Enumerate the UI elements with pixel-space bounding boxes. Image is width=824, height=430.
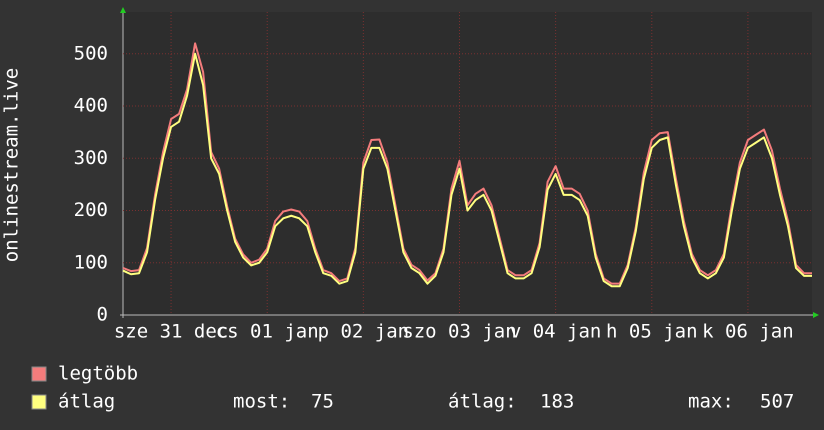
x-tick-label: k 06 jan: [702, 321, 794, 343]
x-tick-label: cs 01 jan: [216, 321, 319, 343]
y-axis-label: onlinestream.live: [1, 68, 23, 262]
stat-label: max:: [688, 391, 734, 413]
x-tick-label: sze 31 dec: [114, 321, 228, 343]
x-tick-label: p 02 jan: [318, 321, 410, 343]
stat-value: 75: [311, 391, 334, 413]
stat-label: most:: [233, 391, 290, 413]
y-tick-label: 200: [74, 199, 108, 221]
x-tick-label: v 04 jan: [510, 321, 602, 343]
stat-value: 507: [760, 391, 794, 413]
y-tick-label: 500: [74, 42, 108, 64]
legend-label: legtöbb: [58, 363, 138, 385]
x-axis-arrow: [813, 312, 819, 318]
x-tick-label: h 05 jan: [606, 321, 698, 343]
legend-swatch: [31, 394, 47, 410]
x-tick-label: szo 03 jan: [402, 321, 516, 343]
y-axis-arrow: [120, 7, 126, 13]
plot-area: [123, 12, 812, 315]
y-tick-label: 0: [97, 304, 108, 326]
series-line: [122, 52, 812, 288]
y-tick-label: 100: [74, 251, 108, 273]
stat-label: átlag:: [448, 391, 517, 413]
legend-swatch: [31, 366, 47, 382]
y-tick-label: 300: [74, 147, 108, 169]
y-tick-label: 400: [74, 95, 108, 117]
stat-value: 183: [540, 391, 574, 413]
legend-label: átlag: [58, 391, 115, 413]
